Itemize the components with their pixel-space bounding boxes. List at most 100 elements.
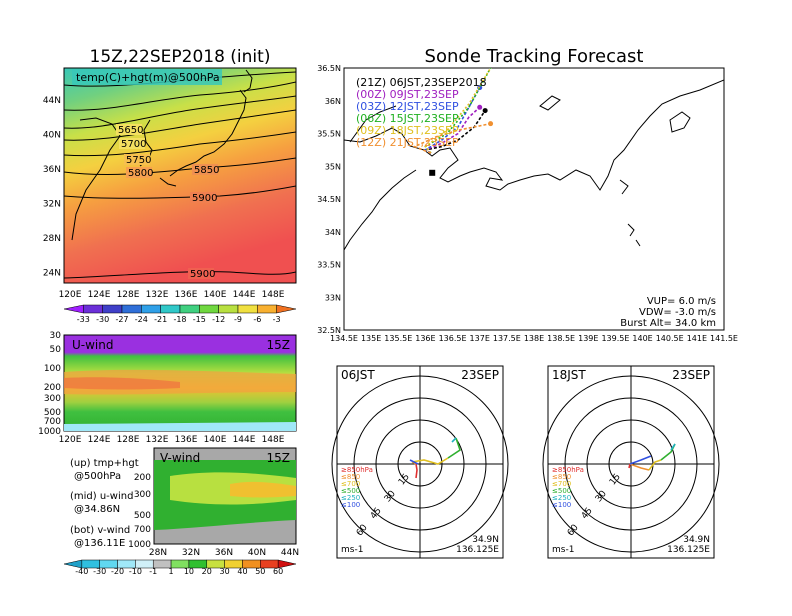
- pressure-level-label: ≤850: [552, 473, 571, 481]
- colorbar-label: 10: [184, 567, 194, 576]
- pressure-level-label: ≤500: [552, 487, 571, 495]
- note-bot-2: @136.11E: [74, 538, 125, 549]
- note-bot-1: (bot) v-wind: [70, 525, 130, 536]
- forecast-params: VUP= 6.0 m/s VDW= -3.0 m/s Burst Alt= 34…: [620, 296, 716, 329]
- colorbar-label: -30: [93, 567, 106, 576]
- hodo-lon: 136.125E: [456, 545, 499, 555]
- pressure-tick: 100: [44, 364, 61, 374]
- lat-tick: 32N: [43, 200, 61, 210]
- colorbar-label: 60: [273, 567, 283, 576]
- lat-tick: 36.5N: [317, 64, 341, 73]
- lat-tick: 35N: [325, 162, 341, 171]
- lon-tick: 135E: [361, 334, 381, 343]
- track-endpoint: [482, 108, 488, 114]
- lon-tick: 140E: [632, 334, 652, 343]
- vwind-y-ticks: 200 300 500 700 1000: [128, 473, 151, 550]
- note-up-2: @500hPa: [74, 471, 121, 482]
- colorbar-swatch: [83, 304, 103, 314]
- colorbar-swatch: [237, 304, 258, 314]
- uwind-panel: U-wind 15Z: [63, 334, 297, 432]
- lon-tick: 140E: [204, 435, 227, 445]
- pressure-level-label: ≤700: [341, 480, 360, 488]
- map-lat-ticks: 44N 40N 36N 32N 28N 24N: [43, 96, 61, 279]
- lon-tick: 148E: [262, 435, 285, 445]
- legend-entry: (09Z) 18JST,23SEP: [356, 124, 459, 137]
- map-field-label: temp(C)+hgt(m)@500hPa: [76, 71, 220, 84]
- pressure-level-label: ≤100: [552, 501, 571, 509]
- lat-tick: 40N: [43, 131, 61, 141]
- temp-colorbar: -33 -30 -27 -24 -21 -18 -15 -12 -9 -6 -3: [63, 304, 297, 324]
- colorbar-swatch: [276, 304, 297, 314]
- hodo-date: 23SEP: [461, 368, 499, 382]
- colorbar-label: 1: [169, 567, 174, 576]
- pressure-tick: 700: [44, 417, 61, 427]
- forecast-lat-ticks: 36.5N 36N 35.5N 35N 34.5N 34N 33.5N 33N 32.5N: [317, 64, 341, 335]
- lat-tick: 34N: [325, 228, 341, 237]
- burst-text: Burst Alt= 34.0 km: [620, 318, 716, 329]
- uwind-label: U-wind: [72, 338, 113, 352]
- pressure-level-label: ≤250: [552, 494, 571, 502]
- pressure-tick: 200: [44, 383, 61, 393]
- launch-point: [429, 169, 436, 176]
- pressure-tick: 1000: [38, 427, 61, 437]
- contour-label: 5900: [192, 193, 217, 204]
- lon-tick: 141E: [687, 334, 707, 343]
- colorbar-label: -24: [135, 315, 148, 324]
- pressure-tick: 700: [134, 525, 151, 535]
- hodograph-trace: [670, 443, 676, 451]
- note-mid-2: @34.86N: [74, 504, 120, 515]
- lon-tick: 144E: [233, 435, 256, 445]
- hodo-date: 23SEP: [672, 368, 710, 382]
- lat-tick: 35.5N: [317, 130, 341, 139]
- pressure-tick: 500: [44, 408, 61, 418]
- vwind-x-ticks: 28N 32N 36N 40N 44N: [149, 548, 299, 558]
- track-endpoint: [515, 33, 520, 38]
- lat-tick: 44N: [43, 96, 61, 106]
- hodograph-trace: [415, 463, 418, 479]
- colorbar-label: 40: [237, 567, 247, 576]
- lat-tick: 36N: [43, 165, 61, 175]
- vup-text: VUP= 6.0 m/s: [647, 296, 716, 307]
- lon-tick: 137E: [470, 334, 490, 343]
- colorbar-label: -20: [111, 567, 124, 576]
- lon-tick: 124E: [88, 435, 111, 445]
- lon-tick: 136E: [175, 435, 198, 445]
- track-endpoint: [477, 104, 483, 110]
- colorbar-swatch: [63, 304, 84, 314]
- lat-tick: 32.5N: [317, 326, 341, 335]
- hodo-lon: 136.125E: [667, 545, 710, 555]
- lat-tick: 40N: [248, 548, 266, 558]
- pressure-tick: 300: [134, 490, 151, 500]
- colorbar-swatch: [121, 304, 142, 314]
- colorbar-swatch: [199, 304, 219, 314]
- lon-tick: 136.5E: [439, 334, 467, 343]
- map-title: 15Z,22SEP2018 (init): [90, 47, 271, 67]
- hodo-time: 18JST: [552, 368, 586, 382]
- pressure-level-label: ≥850hPa: [552, 466, 584, 474]
- lat-tick: 34.5N: [317, 195, 341, 204]
- forecast-title: Sonde Tracking Forecast: [425, 46, 644, 67]
- legend-entry: (03Z) 12JST,23SEP: [356, 100, 459, 113]
- colorbar-label: -15: [193, 315, 206, 324]
- pressure-tick: 50: [50, 345, 62, 355]
- hodograph-trace: [411, 457, 449, 465]
- contour-label: 5700: [121, 139, 146, 150]
- vwind-panel: V-wind 15Z: [153, 447, 297, 545]
- lat-tick: 44N: [281, 548, 299, 558]
- contour-label: 5850: [194, 165, 219, 176]
- lat-tick: 24N: [43, 269, 61, 279]
- pressure-tick: 1000: [128, 540, 151, 550]
- forecast-tracks: [412, 33, 520, 176]
- lat-tick: 33.5N: [317, 261, 341, 270]
- hodo-lat: 34.9N: [472, 535, 499, 545]
- vwind-time: 15Z: [267, 451, 291, 465]
- pressure-level-label: ≤500: [341, 487, 360, 495]
- pressure-tick: 500: [134, 511, 151, 521]
- wind-colorbar: -40 -30 -20 -10 -1 1 10 20 30 40 50 60: [63, 559, 297, 576]
- lon-tick: 136E: [175, 290, 198, 300]
- colorbar-label: -3: [273, 315, 281, 324]
- colorbar-label: -21: [154, 315, 167, 324]
